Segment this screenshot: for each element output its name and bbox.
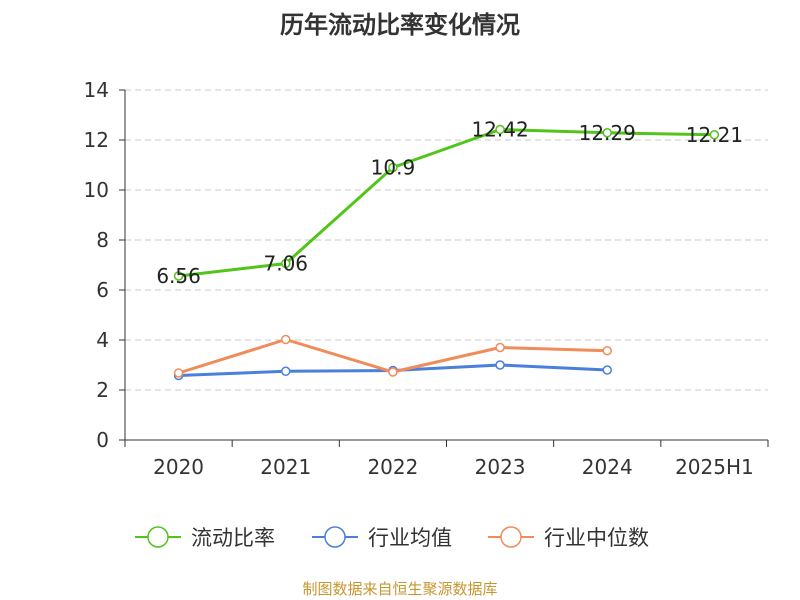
data-labels: 6.56 7.06 10.9 12.42 12.29 12.21: [156, 118, 743, 289]
data-point-series-1-2021[interactable]: [281, 366, 291, 376]
y-tick-label: 6: [96, 278, 109, 302]
data-point-series-0-2024[interactable]: [602, 128, 612, 138]
y-tick-label: 4: [96, 328, 109, 352]
legend-label: 行业均值: [368, 526, 452, 550]
legend-item-0[interactable]: 流动比率: [135, 526, 275, 550]
data-point-series-0-2021[interactable]: [281, 258, 291, 269]
y-tick-label: 10: [84, 178, 109, 202]
x-tick-label-2025H1: 2025H1: [675, 455, 754, 479]
data-label-2024: 12.29: [579, 121, 636, 145]
y-tick-label: 8: [96, 228, 109, 252]
data-label-2023: 12.42: [471, 118, 528, 142]
axes: 0 2 4 6 8 10 12 14 2020 2021 2022 2023 2024 2025H1: [84, 78, 769, 479]
x-tick-label-2022: 2022: [367, 455, 418, 479]
series-layer: [173, 124, 720, 381]
data-point-series-2-2021[interactable]: [281, 334, 291, 345]
data-label-2025H1: 12.21: [686, 123, 743, 147]
legend-label: 流动比率: [191, 526, 275, 550]
y-tick-label: 2: [96, 378, 109, 402]
data-point-series-2-2023[interactable]: [495, 342, 505, 353]
x-tick-label-2023: 2023: [475, 455, 526, 479]
data-point-series-1-2024[interactable]: [602, 365, 612, 375]
data-point-series-0-2020[interactable]: [173, 271, 184, 281]
legend-marker: [324, 526, 346, 548]
data-label-2020: 6.56: [156, 264, 201, 288]
y-tick-label: 0: [96, 428, 109, 452]
x-tick-label-2020: 2020: [153, 455, 204, 479]
grid-lines: [125, 89, 768, 391]
data-point-series-2-2024[interactable]: [602, 346, 612, 356]
legend[interactable]: 流动比率 行业均值 行业中位数: [135, 526, 649, 550]
legend-item-2[interactable]: 行业中位数: [488, 526, 649, 550]
x-tick-label-2021: 2021: [260, 455, 311, 479]
legend-marker: [500, 526, 522, 548]
data-point-series-2-2020[interactable]: [173, 368, 184, 378]
series-line-0: [177, 128, 716, 278]
data-label-2021: 7.06: [263, 252, 308, 276]
data-point-series-0-2022[interactable]: [388, 162, 398, 173]
data-label-2022: 10.9: [371, 156, 416, 180]
data-point-series-2-2022[interactable]: [388, 367, 398, 377]
legend-label: 行业中位数: [544, 526, 649, 550]
data-point-series-1-2023[interactable]: [495, 360, 505, 370]
legend-item-1[interactable]: 行业均值: [312, 526, 452, 550]
y-tick-label: 12: [84, 128, 109, 152]
data-point-series-0-2025H1[interactable]: [709, 130, 720, 140]
y-tick-label: 14: [84, 78, 109, 102]
chart-title: 历年流动比率变化情况: [280, 11, 520, 39]
source-note: 制图数据来自恒生聚源数据库: [302, 580, 498, 598]
legend-marker: [147, 526, 169, 548]
x-tick-label-2024: 2024: [582, 455, 633, 479]
data-point-series-0-2023[interactable]: [495, 124, 505, 135]
